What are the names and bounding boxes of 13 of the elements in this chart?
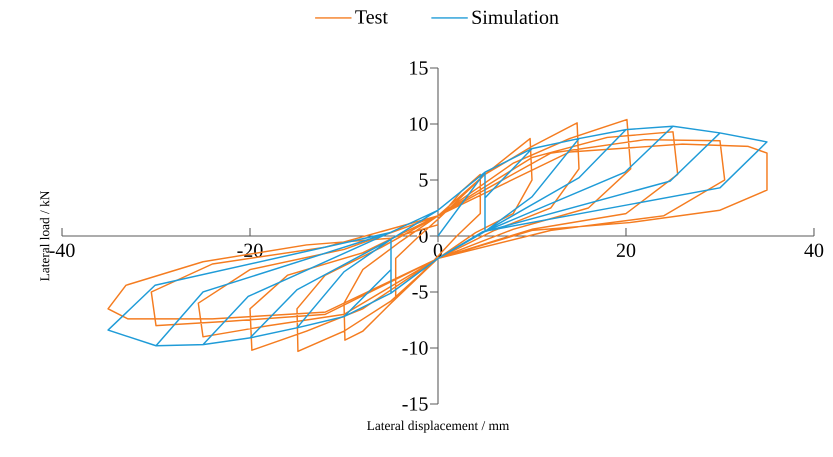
x-tick-label: 20 [616,244,636,258]
legend-label: Test [355,10,388,24]
x-tick-label: -40 [49,244,75,258]
y-tick-label: 15 [410,61,428,75]
y-tick-label: 5 [420,173,428,187]
y-axis-title: Lateral load / kN [40,190,50,281]
y-tick-label: -10 [402,341,428,355]
y-tick-label: -5 [412,285,428,299]
y-tick-label: 10 [410,117,428,131]
x-axis-title: Lateral displacement / mm [367,420,510,433]
y-tick-label: -15 [402,397,428,411]
x-tick-label: 40 [804,244,824,258]
legend-label: Simulation [472,10,559,24]
